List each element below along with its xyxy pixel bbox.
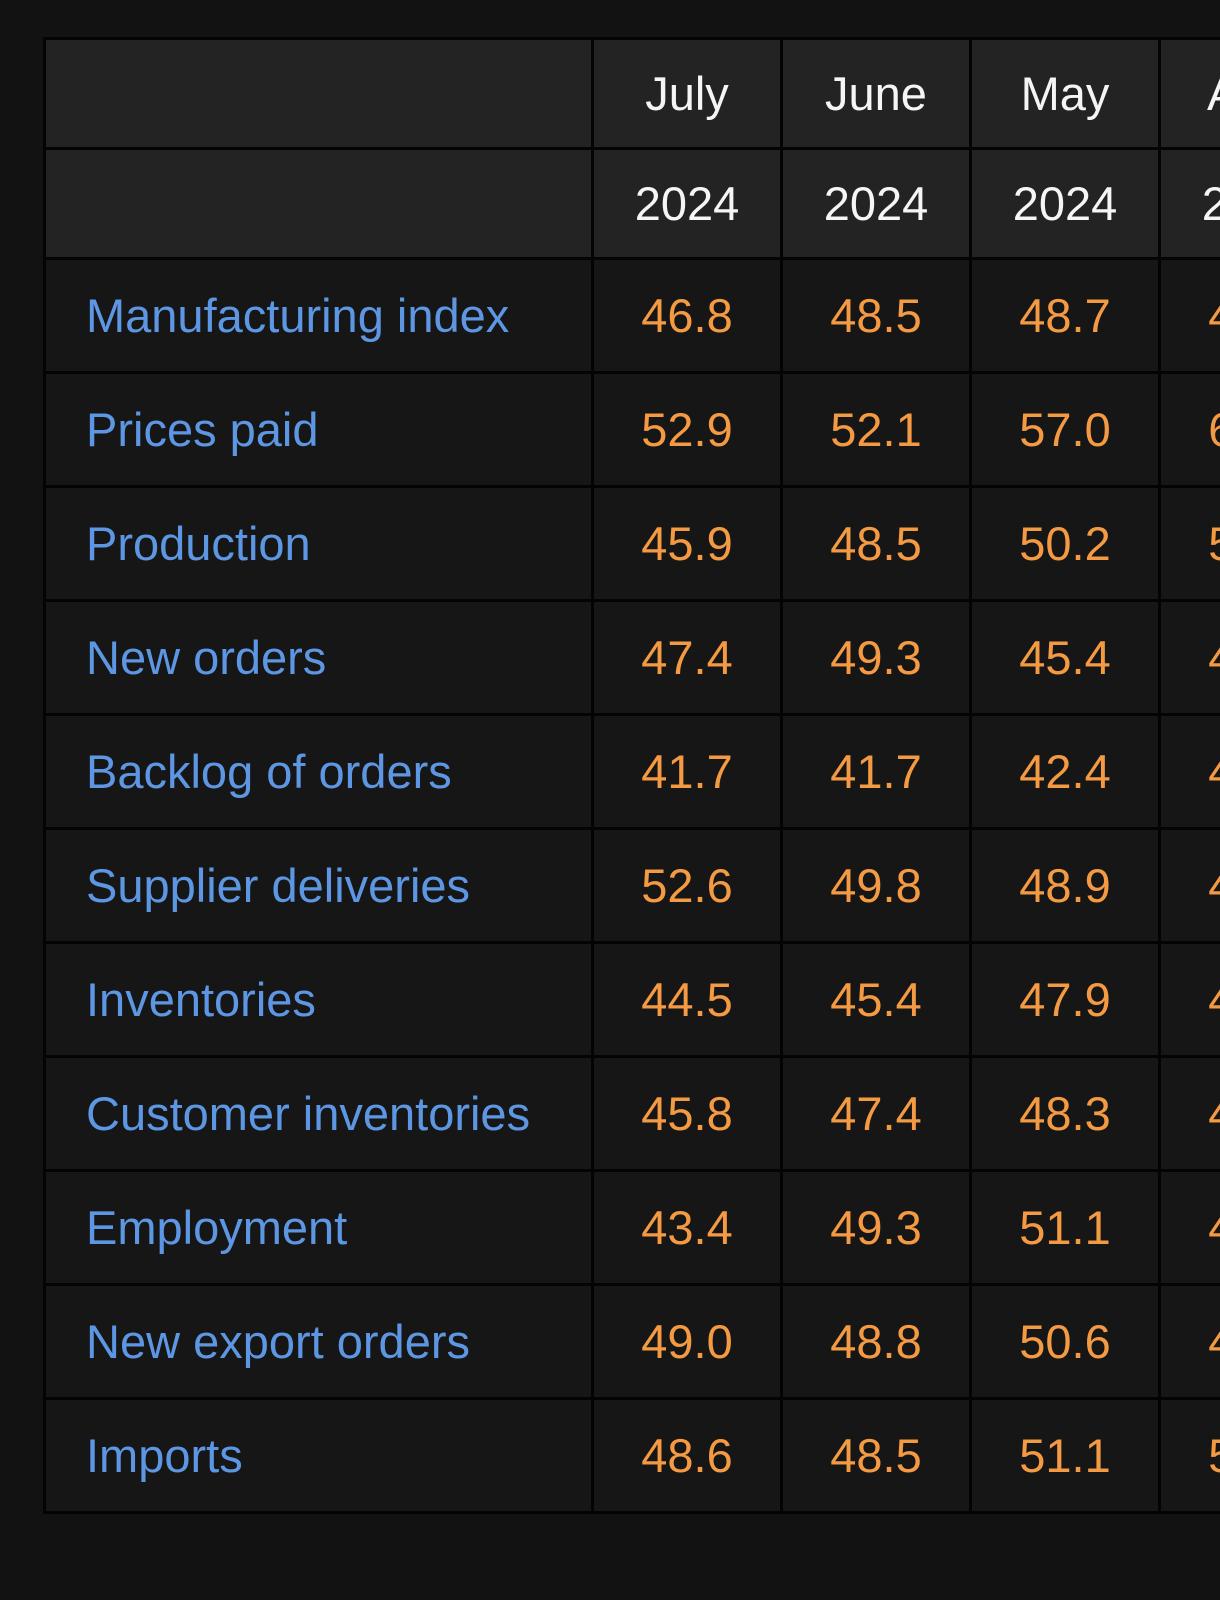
value-cell: 49.8 <box>780 827 972 944</box>
column-header-month: April <box>1158 37 1220 150</box>
value-cell: 41.7 <box>591 713 783 830</box>
table-body: Manufacturing index46.848.548.749.2Price… <box>43 257 1220 1514</box>
value-cell: 45.4 <box>1158 713 1220 830</box>
row-label: Backlog of orders <box>43 713 594 830</box>
value-cell: 60.9 <box>1158 371 1220 488</box>
value-cell: 49.3 <box>780 1169 972 1286</box>
header-month-row: JulyJuneMayApril <box>43 37 1220 150</box>
value-cell: 52.9 <box>591 371 783 488</box>
value-cell: 49.2 <box>1158 257 1220 374</box>
value-cell: 48.6 <box>1158 1169 1220 1286</box>
value-cell: 49.1 <box>1158 599 1220 716</box>
value-cell: 48.5 <box>780 485 972 602</box>
value-cell: 51.9 <box>1158 1397 1220 1514</box>
header-year-row: 2024202420242024 <box>43 147 1220 260</box>
corner-cell-year <box>43 147 594 260</box>
indicators-table-scroll-region[interactable]: JulyJuneMayApril 2024202420242024 Manufa… <box>43 37 1220 1514</box>
column-header-year: 2024 <box>1158 147 1220 260</box>
value-cell: 48.2 <box>1158 941 1220 1058</box>
value-cell: 47.4 <box>591 599 783 716</box>
row-label: New export orders <box>43 1283 594 1400</box>
value-cell: 48.6 <box>591 1397 783 1514</box>
value-cell: 45.4 <box>780 941 972 1058</box>
value-cell: 50.2 <box>969 485 1161 602</box>
value-cell: 49.3 <box>780 599 972 716</box>
value-cell: 47.8 <box>1158 1055 1220 1172</box>
value-cell: 48.8 <box>780 1283 972 1400</box>
value-cell: 41.7 <box>780 713 972 830</box>
row-label: Inventories <box>43 941 594 1058</box>
value-cell: 51.1 <box>969 1169 1161 1286</box>
column-header-year: 2024 <box>591 147 783 260</box>
value-cell: 48.3 <box>969 1055 1161 1172</box>
row-label: Manufacturing index <box>43 257 594 374</box>
row-label: Production <box>43 485 594 602</box>
value-cell: 48.7 <box>1158 1283 1220 1400</box>
column-header-year: 2024 <box>780 147 972 260</box>
value-cell: 48.5 <box>780 257 972 374</box>
value-cell: 52.1 <box>780 371 972 488</box>
value-cell: 48.5 <box>780 1397 972 1514</box>
value-cell: 48.9 <box>969 827 1161 944</box>
value-cell: 42.4 <box>969 713 1161 830</box>
value-cell: 47.9 <box>969 941 1161 1058</box>
row-label: Customer inventories <box>43 1055 594 1172</box>
column-header-year: 2024 <box>969 147 1161 260</box>
row-label: Prices paid <box>43 371 594 488</box>
value-cell: 45.4 <box>969 599 1161 716</box>
row-label: New orders <box>43 599 594 716</box>
column-header-month: May <box>969 37 1161 150</box>
value-cell: 57.0 <box>969 371 1161 488</box>
column-header-month: July <box>591 37 783 150</box>
row-label: Supplier deliveries <box>43 827 594 944</box>
value-cell: 49.0 <box>591 1283 783 1400</box>
value-cell: 50.6 <box>969 1283 1161 1400</box>
row-label: Imports <box>43 1397 594 1514</box>
column-header-month: June <box>780 37 972 150</box>
value-cell: 51.3 <box>1158 485 1220 602</box>
value-cell: 45.9 <box>591 485 783 602</box>
value-cell: 48.9 <box>1158 827 1220 944</box>
value-cell: 51.1 <box>969 1397 1161 1514</box>
value-cell: 43.4 <box>591 1169 783 1286</box>
manufacturing-indicators-table: JulyJuneMayApril 2024202420242024 Manufa… <box>43 37 1220 1514</box>
corner-cell-month <box>43 37 594 150</box>
value-cell: 52.6 <box>591 827 783 944</box>
value-cell: 48.7 <box>969 257 1161 374</box>
value-cell: 46.8 <box>591 257 783 374</box>
row-label: Employment <box>43 1169 594 1286</box>
value-cell: 45.8 <box>591 1055 783 1172</box>
value-cell: 44.5 <box>591 941 783 1058</box>
value-cell: 47.4 <box>780 1055 972 1172</box>
table-header: JulyJuneMayApril 2024202420242024 <box>43 37 1220 260</box>
